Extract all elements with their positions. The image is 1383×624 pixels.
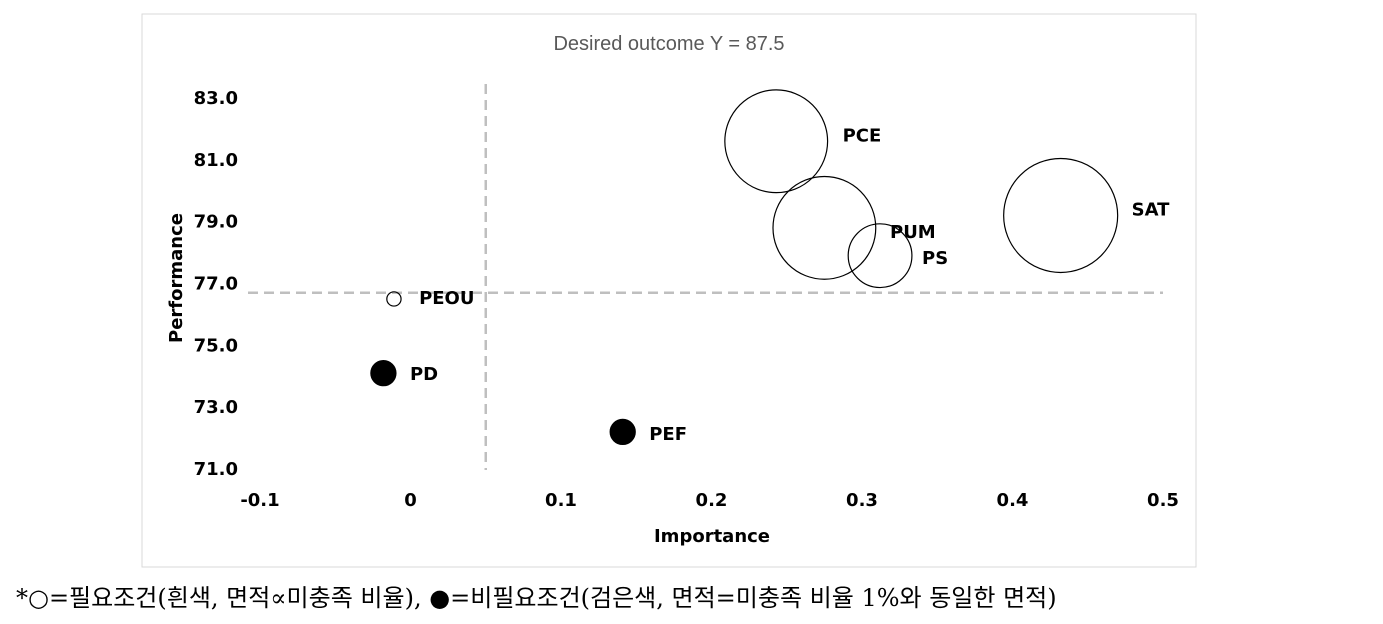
y-axis-label: Performance <box>166 213 187 343</box>
y-tick-label: 83.0 <box>194 88 238 109</box>
x-tick-label: 0.3 <box>846 490 878 511</box>
x-tick-label: -0.1 <box>240 490 279 511</box>
point-label-pef: PEF <box>649 424 687 445</box>
x-tick-label: 0 <box>404 490 417 511</box>
bubble-pce <box>724 89 829 194</box>
chart-title: Desired outcome Y = 87.5 <box>553 33 784 55</box>
x-tick-label: 0.1 <box>545 490 577 511</box>
point-label-sat: SAT <box>1132 199 1170 220</box>
bubble-pum <box>772 175 877 280</box>
y-tick-label: 73.0 <box>194 397 238 418</box>
point-label-peou: PEOU <box>419 288 474 309</box>
x-tick-label: 0.5 <box>1147 490 1179 511</box>
y-axis-ticks: 71.0 73.0 75.0 77.0 79.0 81.0 83.0 <box>194 88 238 480</box>
point-label-ps: PS <box>922 248 948 269</box>
bubble-sat <box>1003 157 1119 274</box>
footnote: *○=필요조건(흰색, 면적∝미충족 비율), ●=비필요조건(검은색, 면적=… <box>16 584 1057 612</box>
bubble-pd <box>370 360 397 387</box>
x-tick-label: 0.2 <box>696 490 728 511</box>
y-tick-label: 77.0 <box>194 274 238 295</box>
bubble-pef <box>609 418 636 446</box>
reference-lines <box>248 84 1163 470</box>
x-tick-label: 0.4 <box>997 490 1029 511</box>
point-label-pum: PUM <box>890 222 936 243</box>
y-tick-label: 75.0 <box>194 335 238 356</box>
chart-frame <box>141 13 1197 568</box>
x-axis-label: Importance <box>654 526 770 547</box>
point-labels: PCE PUM PS SAT PEOU PD PEF <box>410 125 1170 445</box>
point-label-pce: PCE <box>843 125 882 146</box>
y-tick-label: 71.0 <box>194 459 238 480</box>
y-tick-label: 81.0 <box>194 150 238 171</box>
bubble-peou <box>386 291 402 307</box>
bubbles <box>370 89 1119 446</box>
point-label-pd: PD <box>410 364 438 385</box>
bubble-ps <box>847 223 913 289</box>
x-axis-ticks: -0.1 0 0.1 0.2 0.3 0.4 0.5 <box>240 490 1179 511</box>
y-tick-label: 79.0 <box>194 212 238 233</box>
